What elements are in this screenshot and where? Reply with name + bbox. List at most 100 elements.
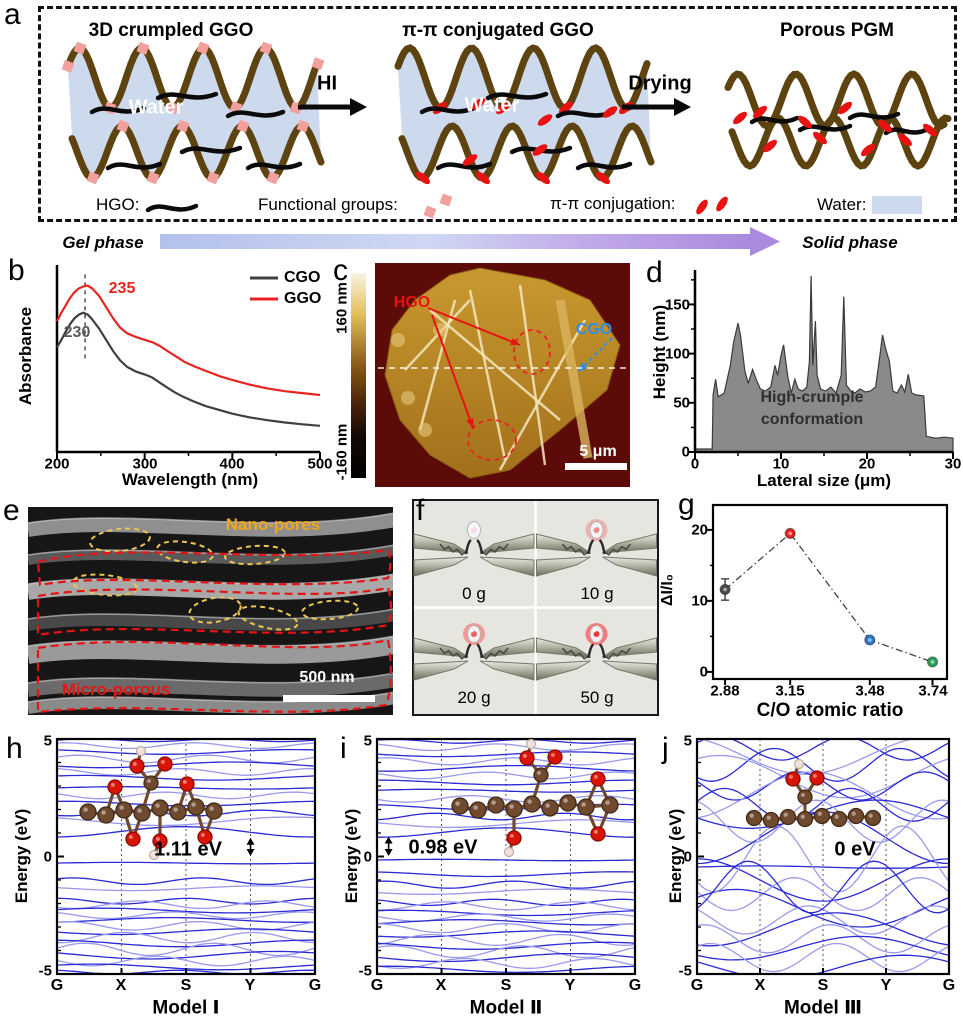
i-ytick-5: 5	[363, 732, 372, 750]
panel-letter-a: a	[4, 0, 21, 31]
legend-functional-groups-label: Functional groups:	[258, 195, 398, 214]
chart-height-profile	[688, 270, 954, 459]
chart-band-structure-h	[55, 737, 317, 976]
afm-image	[351, 263, 630, 487]
arrow-label-hi: HI	[317, 72, 337, 95]
axis-label-wavelength: Wavelength (nm)	[121, 470, 259, 489]
d-annotation-line1: High-crumple	[760, 389, 864, 406]
j-kpoint-s: S	[817, 977, 829, 994]
i-kpoint-y: Y	[564, 977, 576, 994]
g-xtick-374: 3.74	[918, 682, 948, 700]
panel-letter-h: h	[6, 732, 23, 765]
h-kpoint-g1: G	[50, 977, 64, 994]
schematic-panel-a	[61, 41, 952, 256]
b-xtick-300: 300	[132, 455, 158, 473]
j-ytick-0: 0	[683, 848, 692, 866]
h-ytick-0: 0	[43, 848, 52, 866]
g-ytick-20: 20	[691, 521, 708, 539]
j-kpoint-g2: G	[942, 977, 956, 994]
g-ytick-10: 10	[691, 592, 708, 610]
chart-strain-response	[707, 503, 949, 685]
panel-letter-d: d	[646, 256, 663, 289]
j-ytick-m5: -5	[678, 962, 692, 980]
h-kpoint-s: S	[180, 977, 192, 994]
g-xtick-288: 2.88	[710, 682, 740, 700]
c-colorbar-top-label: 160 nm	[333, 282, 351, 334]
f-weight-10g: 10 g	[580, 584, 614, 603]
sem-image	[28, 507, 393, 715]
stage-title-porous-pgm: Porous PGM	[779, 20, 895, 41]
arrow-label-drying: Drying	[628, 72, 692, 95]
molecule-model-2-inset	[451, 738, 619, 858]
d-ytick-50: 50	[673, 394, 690, 412]
c-colorbar-bottom-label: -160 nm	[333, 423, 351, 481]
i-ytick-0: 0	[363, 848, 372, 866]
chart-band-structure-i	[375, 737, 637, 976]
stage-title-conjugated-ggo: π-π conjugated GGO	[402, 20, 594, 41]
d-xtick-10: 10	[772, 455, 790, 473]
water-label-1: Water	[128, 96, 184, 119]
j-model-label: Model Ⅲ	[783, 997, 863, 1019]
e-annotation-micro-porous: Micro-porous	[61, 680, 171, 699]
molecule-model-3-inset	[745, 758, 882, 829]
e-scalebar-label: 500 nm	[299, 669, 355, 686]
j-gap-label: 0 eV	[834, 838, 876, 861]
c-scalebar-label: 5 μm	[579, 443, 617, 460]
panel-letter-c: c	[333, 254, 348, 287]
h-kpoint-x: X	[115, 977, 127, 994]
b-legend-ggo: GGO	[284, 290, 322, 307]
g-xtick-315: 3.15	[775, 682, 805, 700]
axis-label-absorbance: Absorbance	[16, 306, 35, 406]
panel-letter-f: f	[416, 494, 425, 527]
j-kpoint-y: Y	[880, 977, 892, 994]
d-ytick-150: 150	[664, 296, 690, 314]
b-xtick-400: 400	[219, 455, 245, 473]
panel-letter-j: j	[662, 732, 669, 765]
legend-hgo-label: HGO:	[96, 195, 140, 214]
d-annotation-line2: conformation	[760, 411, 864, 428]
h-ytick-m5: -5	[38, 962, 52, 980]
i-kpoint-x: X	[435, 977, 447, 994]
axis-label-co-ratio: C/O atomic ratio	[756, 700, 904, 721]
j-ytick-5: 5	[683, 732, 692, 750]
f-weight-50g: 50 g	[580, 688, 614, 707]
d-xtick-20: 20	[858, 455, 876, 473]
stage-title-crumpled-ggo: 3D crumpled GGO	[88, 20, 254, 41]
h-model-label: Model Ⅰ	[152, 997, 220, 1019]
panel-letter-e: e	[3, 494, 20, 527]
f-weight-20g: 20 g	[457, 688, 491, 707]
j-kpoint-x: X	[754, 977, 766, 994]
i-gap-label: 0.98 eV	[408, 836, 478, 859]
i-model-label: Model Ⅱ	[469, 997, 543, 1019]
i-axis-label-energy: Energy (eV)	[342, 808, 361, 904]
h-gap-label: 1.11 eV	[154, 838, 222, 861]
phase-label-solid: Solid phase	[802, 233, 898, 252]
c-annotation-hgo: HGO	[393, 294, 431, 311]
g-xtick-348: 3.48	[855, 682, 885, 700]
i-ytick-m5: -5	[358, 962, 372, 980]
b-legend-cgo: CGO	[284, 269, 321, 286]
h-ytick-5: 5	[43, 732, 52, 750]
d-ytick-100: 100	[664, 345, 690, 363]
c-annotation-cgo: CGO	[575, 321, 613, 338]
panel-letter-i: i	[340, 732, 347, 765]
h-axis-label-energy: Energy (eV)	[12, 808, 31, 904]
b-peak-label-ggo: 235	[108, 280, 136, 297]
panel-a-frame	[38, 6, 957, 222]
d-xtick-0: 0	[690, 455, 700, 473]
d-xtick-30: 30	[944, 455, 962, 473]
h-kpoint-y: Y	[244, 977, 256, 994]
i-kpoint-g2: G	[628, 977, 642, 994]
g-ytick-0: 0	[699, 663, 708, 681]
b-peak-label-cgo: 230	[63, 324, 91, 341]
j-kpoint-g1: G	[690, 977, 704, 994]
d-ytick-0: 0	[681, 443, 690, 461]
f-weight-0g: 0 g	[462, 584, 486, 603]
water-label-2: Water	[464, 94, 520, 117]
legend-water-label: Water:	[817, 195, 867, 214]
i-kpoint-s: S	[500, 977, 512, 994]
h-kpoint-g2: G	[308, 977, 322, 994]
chart-band-structure-j	[695, 737, 951, 976]
